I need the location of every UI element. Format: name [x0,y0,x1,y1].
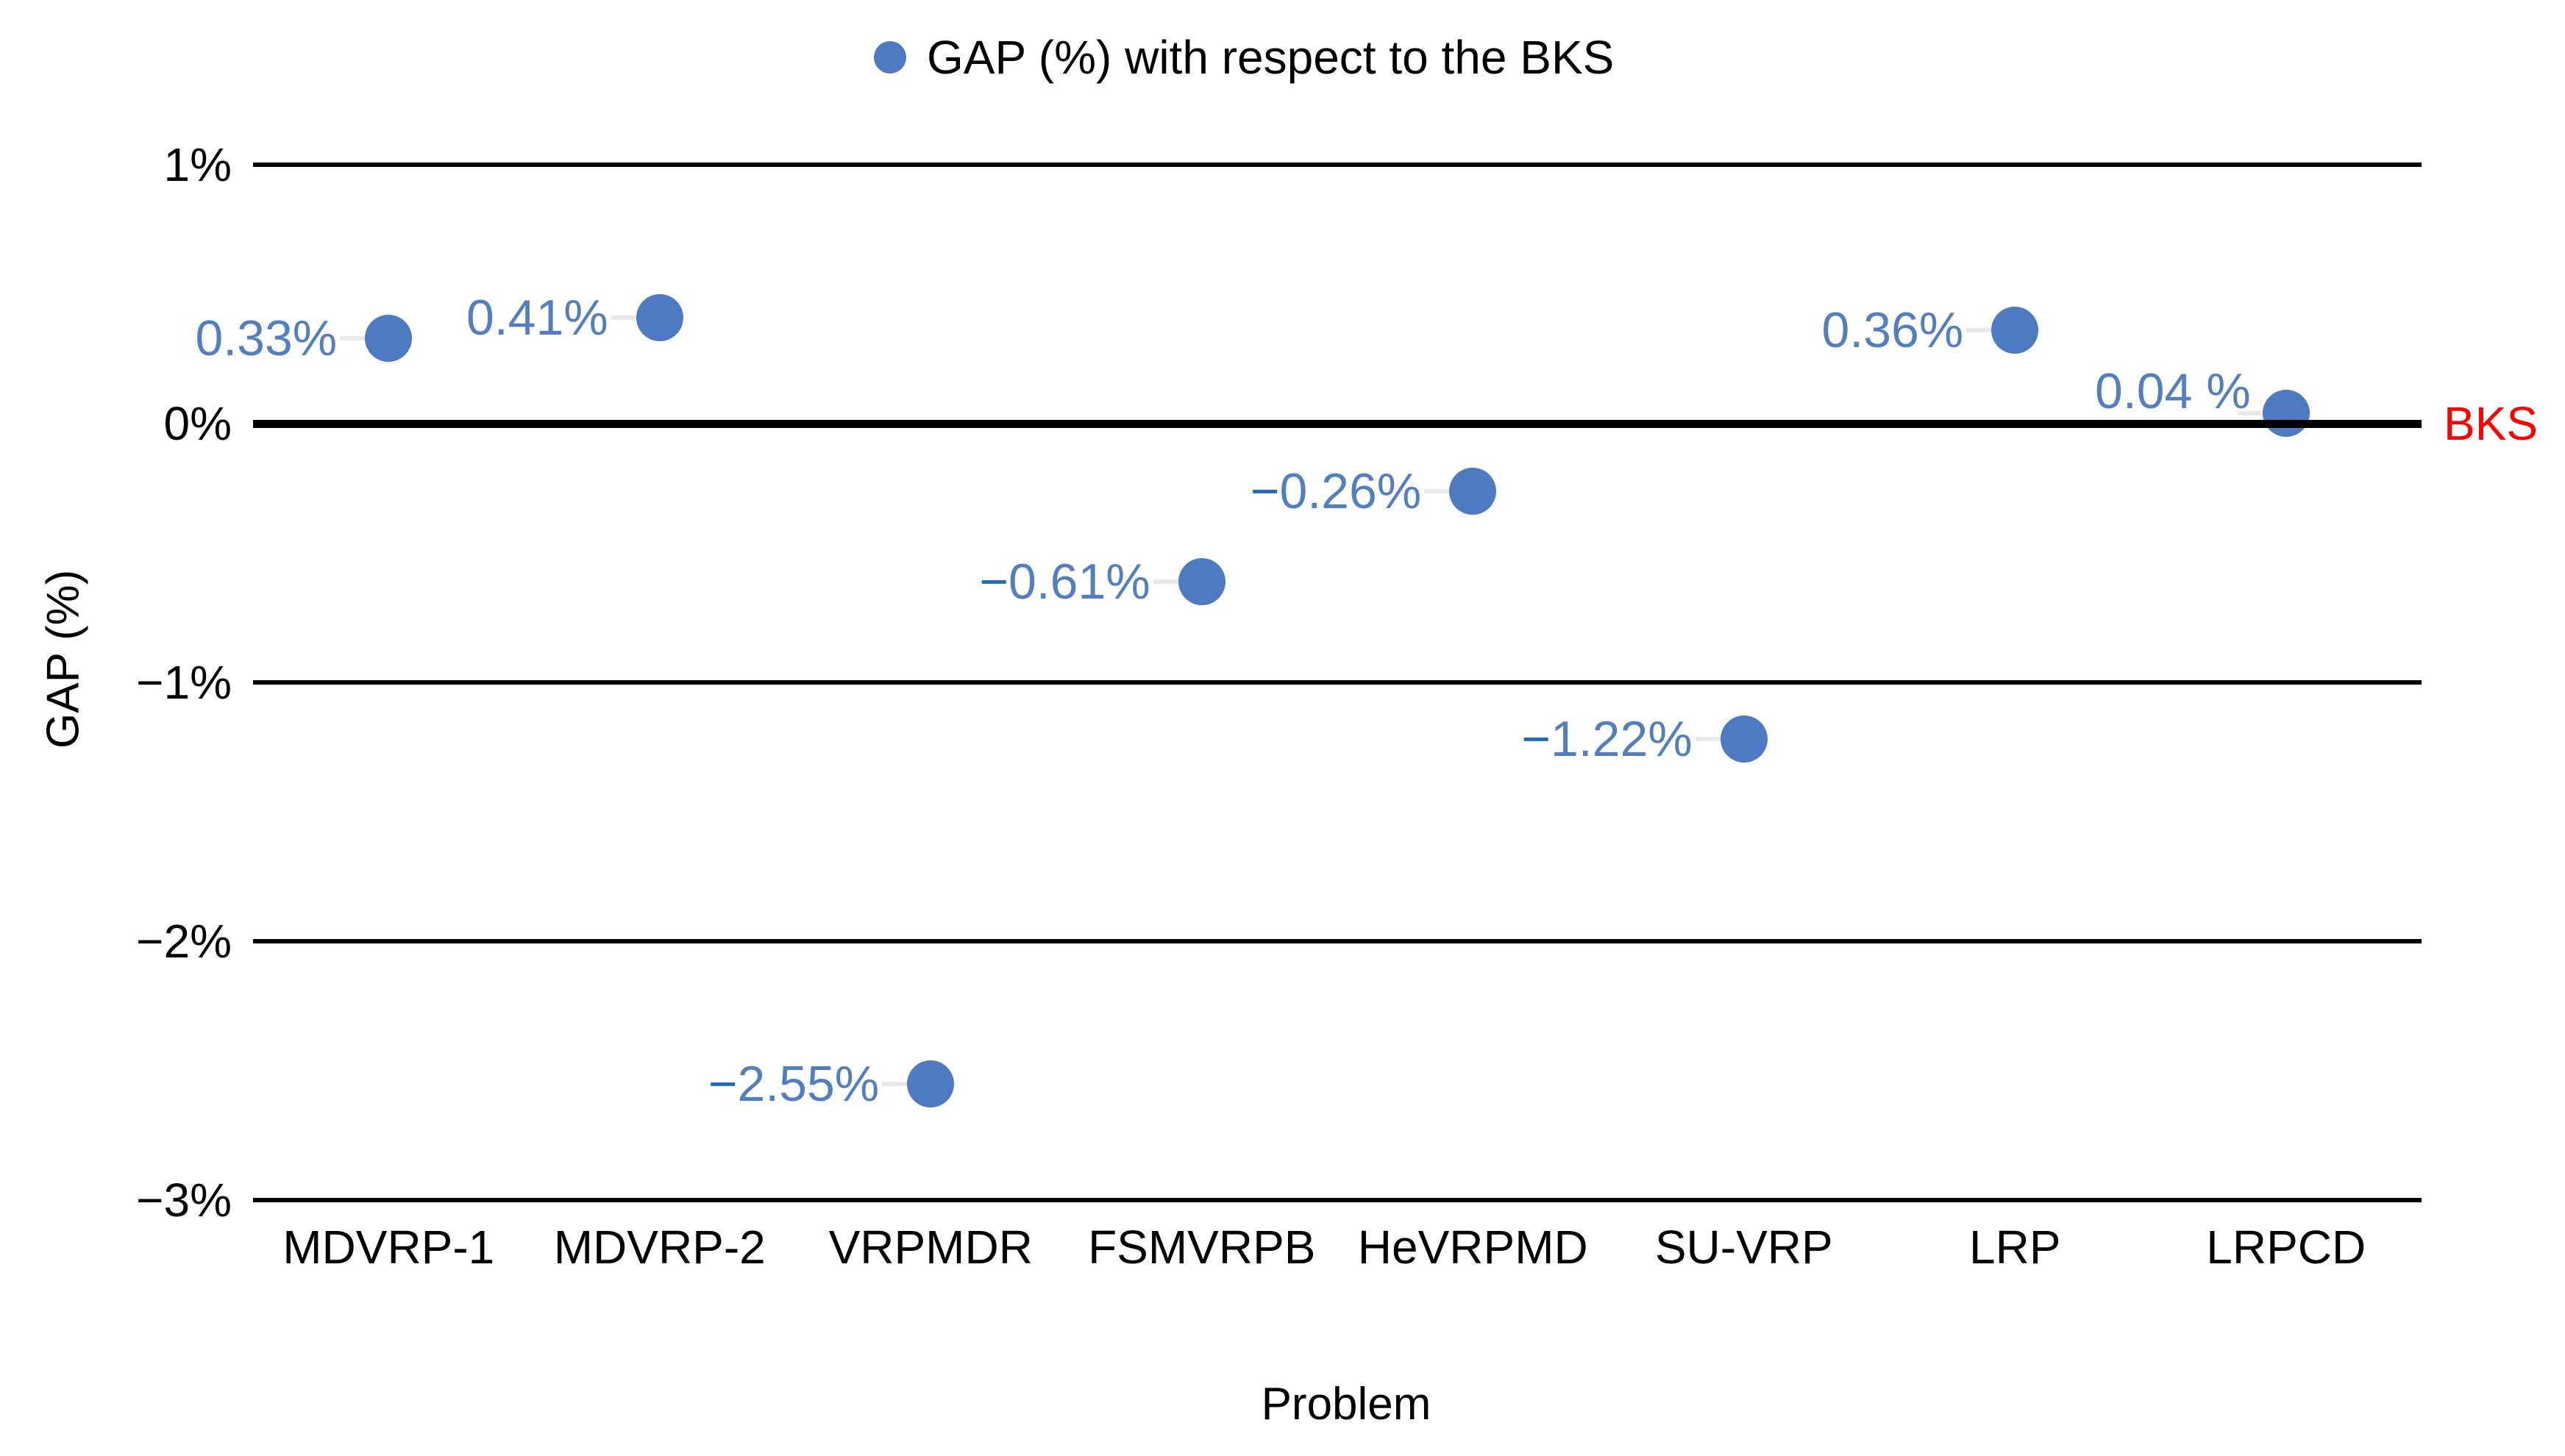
label-leader-line [2237,410,2263,415]
point-label-minus: − [1250,463,1280,519]
label-leader-line [340,335,366,340]
point-label: −1.22% [1521,714,1693,764]
data-point [2262,389,2310,437]
y-tick-label: 0% [163,397,232,450]
reference-line-bks [253,419,2422,428]
x-tick-label: MDVRP-2 [553,1221,766,1274]
x-tick-label: LRPCD [2206,1221,2366,1274]
point-label-value: 2.55% [737,1055,880,1112]
data-point [365,314,413,362]
point-label: −2.55% [708,1059,880,1109]
point-label: 0.36% [1821,302,1964,359]
grid-line [253,680,2422,685]
data-point [907,1060,955,1107]
y-tick-label: −1% [136,656,232,709]
label-leader-line [1966,328,1992,333]
grid-line [253,163,2422,167]
data-point [1991,307,2039,354]
x-tick-label: VRPMDR [828,1221,1033,1274]
x-tick-label: SU-VRP [1654,1221,1833,1274]
grid-line [253,939,2422,943]
point-label: −0.26% [1251,466,1422,516]
x-tick-label: FSMVRPB [1088,1221,1316,1274]
point-label-value: 0.61% [1008,553,1150,610]
x-axis-title: Problem [1261,1379,1431,1430]
point-label: 0.41% [466,289,608,346]
point-label-minus: − [708,1055,738,1112]
point-label: −0.61% [979,557,1150,607]
point-label: 0.04 % [2095,363,2251,419]
data-point [636,293,683,341]
x-tick-label: HeVRPMD [1357,1221,1588,1274]
grid-line [253,1198,2422,1202]
point-label-minus: − [979,553,1008,610]
point-label: 0.33% [195,310,338,366]
legend: GAP (%) with respect to the BKS [874,33,1614,82]
point-label-value: 0.26% [1279,463,1422,519]
data-point [1449,467,1497,515]
y-tick-label: −3% [136,1174,232,1227]
label-leader-line [1424,488,1450,493]
x-tick-label: LRP [1969,1221,2061,1274]
bks-label: BKS [2444,397,2539,450]
label-leader-line [611,315,636,320]
x-tick-label: MDVRP-1 [282,1221,495,1274]
point-label-minus: − [1521,711,1551,768]
point-label-value: 1.22% [1550,711,1693,768]
legend-label: GAP (%) with respect to the BKS [927,31,1615,84]
label-leader-line [882,1081,908,1086]
label-leader-line [1153,579,1178,584]
legend-marker-icon [874,41,906,74]
data-point [1178,557,1225,605]
y-tick-label: −2% [136,915,232,968]
data-point [1720,715,1768,763]
y-tick-label: 1% [163,138,232,191]
label-leader-line [1695,737,1721,742]
